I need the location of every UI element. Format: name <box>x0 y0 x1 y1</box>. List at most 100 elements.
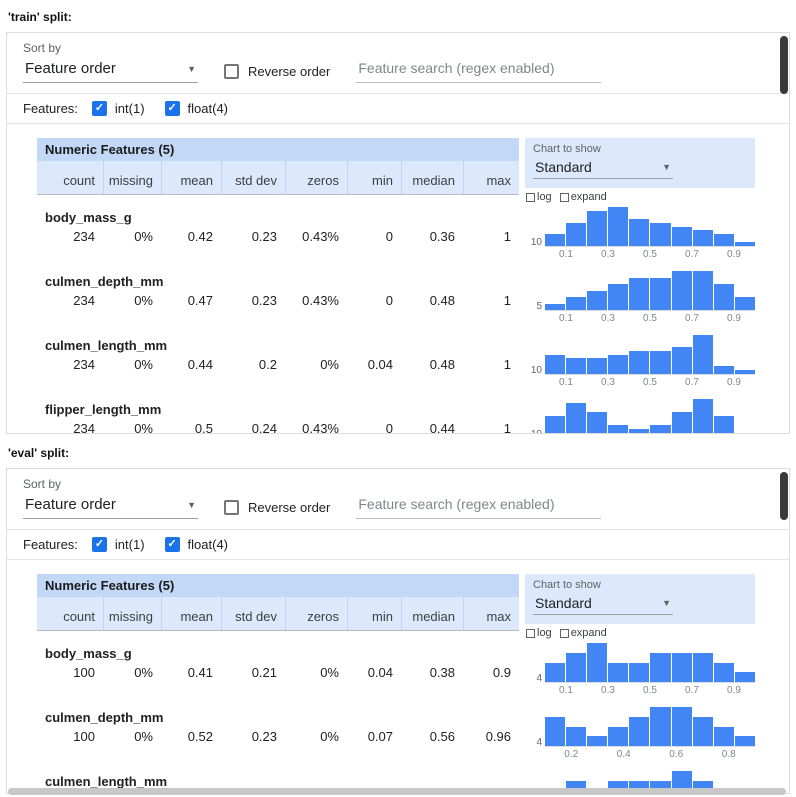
feature-search-input[interactable] <box>356 492 602 519</box>
reverse-order-label: Reverse order <box>248 500 331 515</box>
expand-label: expand <box>570 627 607 639</box>
histogram: 10 0.1 0.3 0.5 0.7 0.9 <box>525 203 755 263</box>
histogram-bar <box>734 297 755 310</box>
expand-checkbox[interactable]: expand <box>559 191 607 203</box>
chart-type-select[interactable]: Standard ▼ <box>533 157 673 179</box>
axis-tick-label: 0.9 <box>727 249 741 260</box>
stat-value: 0.41 <box>187 665 213 680</box>
eval-split-panel: Sort by Feature order ▼ Reverse order Fe… <box>6 468 790 794</box>
feature-name: body_mass_g <box>45 210 132 225</box>
sort-by-select[interactable]: Feature order ▼ <box>23 58 198 83</box>
stat-cells: body_mass_g 234 0% 0.42 0.23 0.43% 0 0.36 1 <box>37 203 519 267</box>
histogram-bar <box>566 403 587 433</box>
stat-value: 0.04 <box>367 665 393 680</box>
histogram-bar <box>713 662 734 682</box>
stat-values: 100 0% 0.41 0.21 0% 0.04 0.38 0.9 <box>37 661 519 680</box>
reverse-order-checkbox[interactable]: Reverse order <box>224 64 330 79</box>
axis-tick-label: 0.9 <box>727 685 741 696</box>
checkbox-icon <box>224 64 239 79</box>
checkbox-icon <box>559 192 569 202</box>
stats-content: Numeric Features (5) count missing mean std… <box>7 560 789 793</box>
horizontal-scrollbar-thumb[interactable] <box>8 788 786 795</box>
chart-options: log expand <box>525 624 755 639</box>
checkbox-icon: ✓ <box>164 101 180 116</box>
histogram-bars <box>545 271 755 311</box>
histogram-bar <box>566 358 587 374</box>
vertical-scrollbar-thumb[interactable] <box>780 472 788 520</box>
stat-value: 0% <box>134 293 153 308</box>
histogram-bar <box>650 277 671 310</box>
stat-value: 0.44 <box>429 421 455 434</box>
column-header: missing <box>103 597 161 630</box>
stat-value: 0 <box>385 421 393 434</box>
histogram-bar <box>566 652 587 682</box>
stat-cells: culmen_depth_mm 234 0% 0.47 0.23 0.43% 0 0.48 1 <box>37 267 519 331</box>
axis-tick-label: 0.4 <box>616 749 631 760</box>
chart-type-select[interactable]: Standard ▼ <box>533 593 673 615</box>
histogram-bar <box>545 234 566 246</box>
checkbox-icon <box>526 628 535 638</box>
stat-value: 0.23 <box>251 729 277 744</box>
numeric-features-title: Numeric Features (5) <box>37 574 519 597</box>
search-field-wrap <box>356 56 602 83</box>
histogram-bar <box>713 366 734 374</box>
histogram-bar <box>587 358 608 374</box>
histogram-bars <box>545 399 755 433</box>
feature-row: body_mass_g 100 0% 0.41 0.21 0% 0.04 0.38 0.9 4… <box>37 639 789 703</box>
sort-by-select[interactable]: Feature order ▼ <box>23 494 198 519</box>
log-checkbox[interactable]: log <box>526 191 552 203</box>
histogram-bar <box>545 662 566 682</box>
stat-value: 0% <box>134 229 153 244</box>
histogram-bar <box>713 234 734 246</box>
histogram-bar <box>608 726 629 746</box>
expand-checkbox[interactable]: expand <box>559 627 607 639</box>
sort-by-value: Feature order <box>25 496 116 513</box>
sort-by-group: Sort by Feature order ▼ <box>23 477 198 519</box>
stat-value: 1 <box>503 229 511 244</box>
log-label: log <box>537 191 552 203</box>
histogram-bar <box>545 416 566 433</box>
stat-value: 0% <box>134 357 153 372</box>
filter-int-checkbox[interactable]: ✓ int(1) <box>91 101 145 116</box>
reverse-order-label: Reverse order <box>248 64 331 79</box>
x-axis-ticks: 0.1 0.3 0.5 0.7 0.9 <box>545 311 755 325</box>
stat-value: 234 <box>73 293 95 308</box>
chart-controls: Chart to show Standard ▼ log expand <box>525 574 755 639</box>
histogram-bar <box>608 284 629 310</box>
numeric-features-title: Numeric Features (5) <box>37 138 519 161</box>
chart-to-show-label: Chart to show <box>533 143 601 155</box>
histogram-bar <box>629 218 650 246</box>
stat-value: 234 <box>73 229 95 244</box>
checkbox-icon <box>526 192 535 202</box>
checkbox-icon: ✓ <box>91 537 107 552</box>
train-split-panel: Sort by Feature order ▼ Reverse order Fe… <box>6 32 790 434</box>
reverse-order-checkbox[interactable]: Reverse order <box>224 500 330 515</box>
histogram-bar <box>671 707 692 746</box>
histogram-bar <box>692 716 713 746</box>
filter-float-checkbox[interactable]: ✓ float(4) <box>164 537 229 552</box>
histogram-bars <box>545 707 755 747</box>
histogram-bar <box>650 707 671 746</box>
feature-search-input[interactable] <box>356 56 602 83</box>
dropdown-arrow-icon: ▼ <box>187 499 196 510</box>
histogram-bar <box>545 303 566 310</box>
log-checkbox[interactable]: log <box>526 627 552 639</box>
histogram-plot: 0.10.30.50.70.9 <box>545 399 755 433</box>
histogram: 5 0.1 0.3 0.5 0.7 0.9 <box>525 267 755 327</box>
filter-float-label: float(4) <box>187 537 229 552</box>
column-headers: count missing mean std dev zeros min median max <box>37 161 519 195</box>
stat-value: 0.23 <box>251 229 277 244</box>
stat-value: 0.07 <box>367 729 393 744</box>
vertical-scrollbar-thumb[interactable] <box>780 36 788 94</box>
chart-to-show-label: Chart to show <box>533 579 601 591</box>
stat-value: 0.56 <box>429 729 455 744</box>
stat-value: 1 <box>503 293 511 308</box>
histogram-bar <box>650 425 671 433</box>
y-axis-label: 4 <box>536 737 542 748</box>
filter-float-checkbox[interactable]: ✓ float(4) <box>164 101 228 116</box>
checkbox-icon <box>559 628 569 638</box>
stat-values: 234 0% 0.44 0.2 0% 0.04 0.48 1 <box>37 353 519 372</box>
filter-int-checkbox[interactable]: ✓ int(1) <box>91 537 145 552</box>
feature-name: culmen_depth_mm <box>45 274 164 289</box>
